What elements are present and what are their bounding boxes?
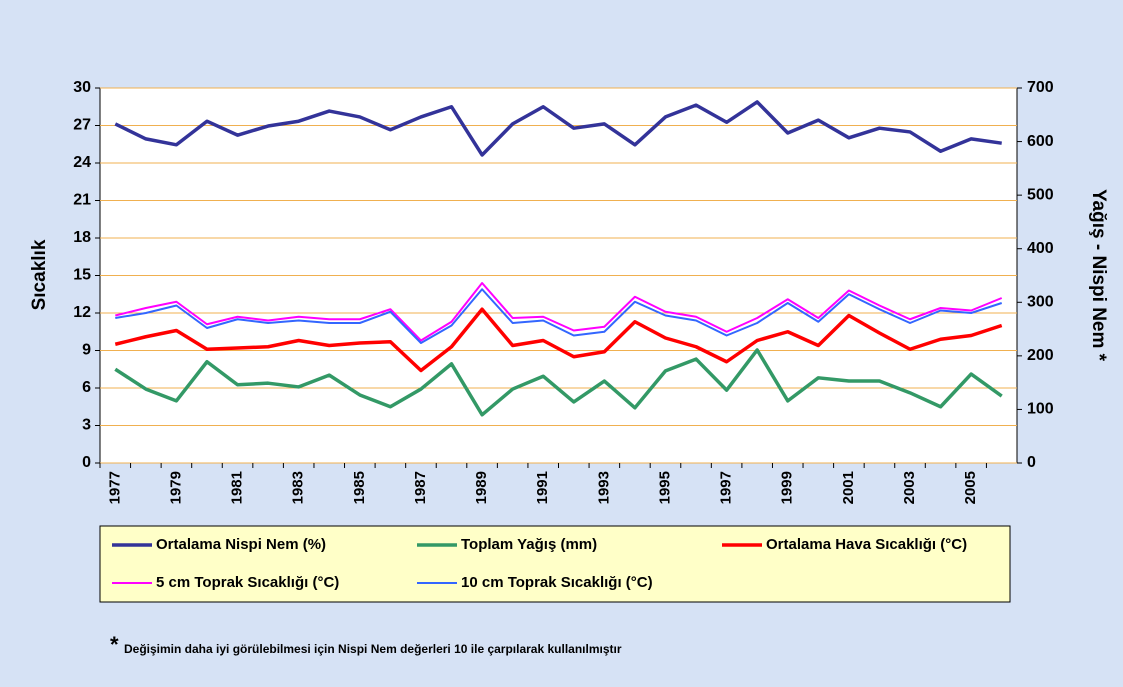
x-tick-label: 1995 xyxy=(656,471,673,504)
x-tick-label: 1983 xyxy=(290,471,307,504)
legend-label: 10 cm Toprak Sıcaklığı (°C) xyxy=(461,574,653,591)
y-tick-label: 6 xyxy=(82,379,91,396)
y2-axis-label: Yağış - Nispi Nem * xyxy=(1088,189,1109,362)
y2-tick-label: 300 xyxy=(1027,294,1054,311)
legend-label: Toplam Yağış (mm) xyxy=(461,536,597,553)
series-line xyxy=(114,348,1003,417)
y2-tick-label: 200 xyxy=(1027,347,1054,364)
series-line xyxy=(114,307,1003,373)
x-tick-label: 1985 xyxy=(351,471,368,504)
x-tick-label: 2003 xyxy=(901,471,918,504)
x-tick-label: 1979 xyxy=(167,471,184,504)
x-tick-label: 1997 xyxy=(718,471,735,504)
y-axis-label: Sıcaklık xyxy=(29,239,50,310)
y2-tick-label: 0 xyxy=(1027,454,1036,471)
legend-label: Ortalama Nispi Nem (%) xyxy=(156,536,326,553)
x-tick-label: 2005 xyxy=(962,471,979,504)
legend-label: Ortalama Hava Sıcaklığı (°C) xyxy=(766,536,967,553)
note-mark: * xyxy=(110,632,119,657)
y2-tick-label: 100 xyxy=(1027,401,1054,418)
y-tick-label: 27 xyxy=(73,117,91,134)
series-line xyxy=(114,100,1002,157)
x-tick-label: 1977 xyxy=(106,471,123,504)
x-tick-label: 1989 xyxy=(473,471,490,504)
y-tick-label: 24 xyxy=(73,154,91,171)
legend-box xyxy=(99,525,1011,603)
x-tick-label: 1987 xyxy=(412,471,429,504)
y-tick-label: 15 xyxy=(73,267,91,284)
y2-tick-label: 600 xyxy=(1027,133,1054,150)
y-tick-label: 30 xyxy=(73,79,91,96)
legend-label: 5 cm Toprak Sıcaklığı (°C) xyxy=(156,574,339,591)
y2-tick-label: 500 xyxy=(1027,186,1054,203)
y-tick-label: 12 xyxy=(73,304,91,321)
y-tick-label: 9 xyxy=(82,342,91,359)
series-line xyxy=(115,282,1003,342)
y-tick-label: 18 xyxy=(73,229,91,246)
y-tick-label: 21 xyxy=(73,192,91,209)
x-tick-label: 1981 xyxy=(229,471,246,504)
x-tick-label: 1999 xyxy=(779,471,796,504)
series-line xyxy=(115,288,1003,344)
x-tick-label: 2001 xyxy=(840,471,857,504)
y2-tick-label: 700 xyxy=(1027,79,1054,96)
y-tick-label: 0 xyxy=(82,454,91,471)
y2-tick-label: 400 xyxy=(1027,240,1054,257)
note: Değişimin daha iyi görülebilmesi için Ni… xyxy=(124,642,622,656)
x-tick-label: 1991 xyxy=(534,471,551,504)
y-tick-label: 3 xyxy=(82,417,91,434)
x-tick-label: 1993 xyxy=(595,471,612,504)
